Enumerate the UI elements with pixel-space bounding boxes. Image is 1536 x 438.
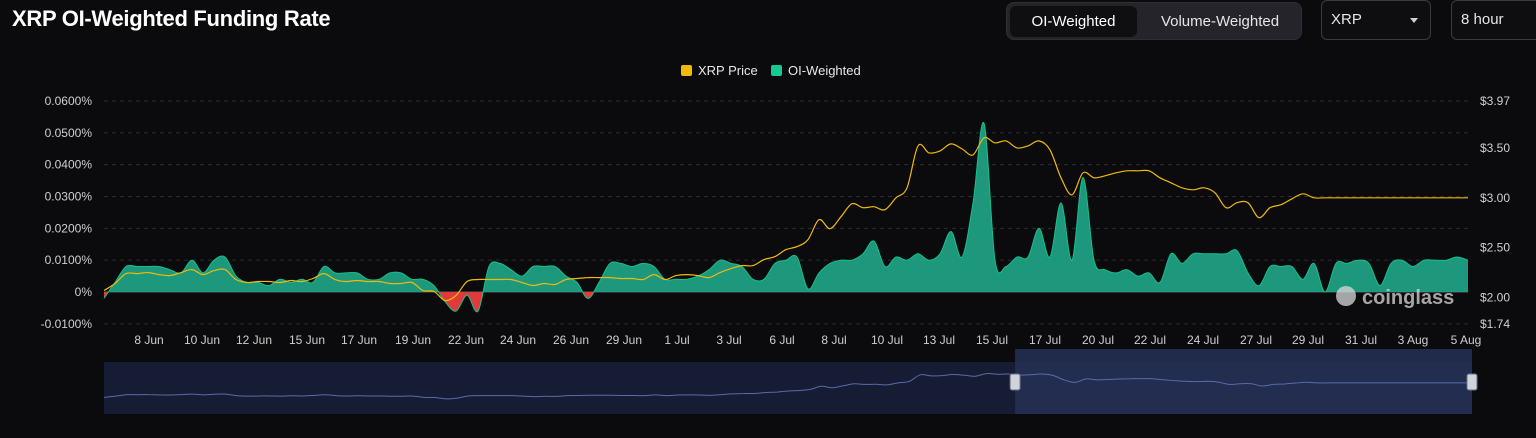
funding-area-negative [104, 292, 1468, 312]
y-right-tick-label: $2.00 [1480, 291, 1510, 305]
x-tick-label: 22 Jul [1134, 333, 1166, 347]
x-tick-label: 17 Jun [341, 333, 377, 347]
tab-oi-weighted[interactable]: OI-Weighted [1010, 6, 1137, 37]
funding-line [103, 122, 1469, 313]
legend-swatch-price [681, 65, 692, 76]
y-right-tick-label: $3.50 [1480, 141, 1510, 155]
coin-select[interactable]: XRP [1321, 0, 1431, 40]
navigator-line [103, 373, 1472, 400]
x-tick-label: 31 Jul [1345, 333, 1377, 347]
x-tick-label: 15 Jun [289, 333, 325, 347]
y-right-tick-label: $1.74 [1480, 317, 1510, 331]
y-axis-right: $3.97 $3.50 $3.00 $2.50 $2.00 $1.74 [1480, 94, 1510, 331]
price-line [103, 136, 1468, 302]
x-tick-label: 3 Jul [716, 333, 741, 347]
x-tick-label: 20 Jul [1082, 333, 1114, 347]
legend-label-price: XRP Price [698, 63, 758, 78]
navigator-selected-range[interactable] [1015, 349, 1472, 414]
x-tick-label: 8 Jun [134, 333, 163, 347]
x-tick-label: 17 Jul [1029, 333, 1061, 347]
y-axis-left: 0.0600% 0.0500% 0.0400% 0.0300% 0.0200% 0.010… [41, 94, 93, 331]
x-tick-label: 12 Jun [236, 333, 272, 347]
x-tick-label: 24 Jun [500, 333, 536, 347]
handle-left-box [1009, 373, 1021, 391]
funding-area-positive [104, 122, 1468, 292]
interval-select[interactable]: 8 hour [1451, 0, 1536, 40]
x-tick-label: 24 Jul [1187, 333, 1219, 347]
tab-volume-weighted[interactable]: Volume-Weighted [1160, 13, 1280, 30]
x-tick-label: 26 Jun [553, 333, 589, 347]
x-tick-label: 3 Aug [1398, 333, 1429, 347]
y-right-tick-label: $3.97 [1480, 94, 1510, 108]
y-left-tick-label: 0.0200% [45, 221, 93, 235]
x-tick-label: 8 Jul [821, 333, 846, 347]
x-tick-label: 29 Jun [606, 333, 642, 347]
coinglass-logo-icon [1336, 286, 1356, 306]
funding-series [103, 122, 1469, 313]
legend-swatch-oi-weighted [771, 65, 782, 76]
y-left-tick-label: 0.0400% [45, 158, 93, 172]
x-tick-label: 10 Jul [871, 333, 903, 347]
watermark-text: coinglass [1362, 287, 1454, 309]
coinglass-watermark: coinglass [1336, 286, 1454, 309]
chart-legend: XRP Price OI-Weighted [681, 63, 861, 78]
coin-select-value: XRP [1331, 11, 1362, 28]
navigator-handle-left[interactable] [1009, 373, 1021, 391]
x-axis: 8 Jun 10 Jun 12 Jun 15 Jun 17 Jun 19 Jun 22 Ju… [134, 333, 1481, 347]
x-tick-label: 6 Jul [769, 333, 794, 347]
interval-select-value: 8 hour [1461, 11, 1504, 28]
handle-right-box [1466, 373, 1478, 391]
legend-item-oi-weighted[interactable]: OI-Weighted [771, 63, 861, 78]
range-navigator[interactable] [103, 349, 1478, 414]
y-right-tick-label: $3.00 [1480, 191, 1510, 205]
legend-item-price[interactable]: XRP Price [681, 63, 758, 78]
x-tick-label: 5 Aug [1451, 333, 1482, 347]
x-tick-label: 22 Jun [448, 333, 484, 347]
x-tick-label: 13 Jul [923, 333, 955, 347]
y-left-tick-label: 0% [75, 285, 93, 299]
chevron-down-icon [1410, 18, 1418, 23]
navigator-handle-right[interactable] [1466, 373, 1478, 391]
x-tick-label: 1 Jul [664, 333, 689, 347]
x-tick-label: 15 Jul [976, 333, 1008, 347]
weighting-toggle: OI-Weighted Volume-Weighted [1006, 2, 1302, 40]
y-right-tick-label: $2.50 [1480, 241, 1510, 255]
x-tick-label: 19 Jun [395, 333, 431, 347]
x-tick-label: 27 Jul [1240, 333, 1272, 347]
x-tick-label: 29 Jul [1292, 333, 1324, 347]
y-left-tick-label: 0.0100% [45, 253, 93, 267]
y-left-tick-label: -0.0100% [41, 317, 93, 331]
x-tick-label: 10 Jun [184, 333, 220, 347]
y-left-tick-label: 0.0300% [45, 190, 93, 204]
legend-label-oi-weighted: OI-Weighted [788, 63, 861, 78]
page-title: XRP OI-Weighted Funding Rate [12, 6, 331, 31]
y-left-tick-label: 0.0500% [45, 126, 93, 140]
y-left-tick-label: 0.0600% [45, 94, 93, 108]
